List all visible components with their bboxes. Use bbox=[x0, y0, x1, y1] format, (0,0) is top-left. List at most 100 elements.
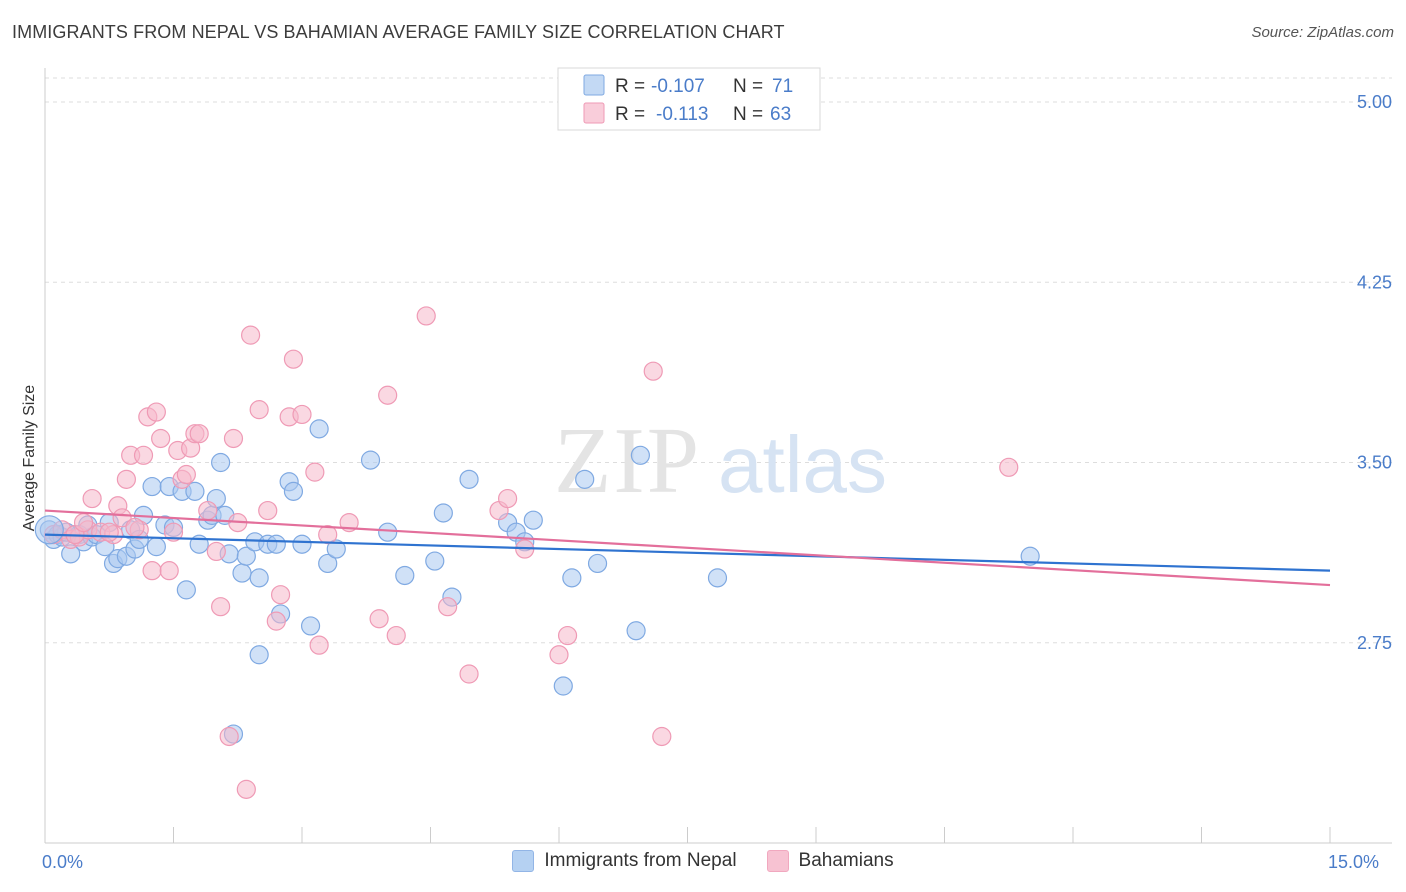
stats-legend: R = -0.107 N = 71 R = -0.113 N = 63 bbox=[557, 67, 821, 131]
data-point-nepal bbox=[142, 476, 162, 497]
y-tick-label: 5.00 bbox=[1357, 92, 1392, 112]
data-point-nepal bbox=[562, 568, 582, 588]
data-point-nepal bbox=[309, 419, 329, 439]
x-tick-label-max: 15.0% bbox=[1328, 852, 1380, 872]
source-credit: Source: ZipAtlas.com bbox=[1251, 24, 1394, 41]
y-axis-label: Average Family Size bbox=[21, 385, 38, 532]
data-point-bahamians bbox=[652, 726, 672, 747]
legend-r-value-bahamians: -0.113 bbox=[656, 104, 708, 125]
data-point-nepal bbox=[395, 565, 415, 586]
legend-swatch-bahamians bbox=[583, 102, 605, 124]
data-point-nepal bbox=[707, 568, 728, 588]
data-point-bahamians bbox=[270, 585, 291, 605]
watermark: ZIP atlas bbox=[554, 409, 887, 513]
data-point-nepal bbox=[326, 539, 346, 559]
data-point-bahamians bbox=[999, 457, 1019, 477]
data-point-bahamians bbox=[386, 625, 406, 646]
data-point-bahamians bbox=[459, 664, 479, 684]
data-point-nepal bbox=[249, 568, 269, 588]
data-point-bahamians bbox=[211, 597, 231, 617]
series-label-bahamians: Bahamians bbox=[798, 850, 894, 871]
series-legend-item-nepal: Immigrants from Nepal bbox=[512, 850, 737, 872]
data-point-bahamians bbox=[557, 625, 578, 646]
series-swatch-bahamians bbox=[766, 850, 789, 872]
series-legend: Immigrants from Nepal Bahamians bbox=[0, 850, 1406, 872]
data-point-bahamians bbox=[176, 464, 196, 485]
legend-r-label-2: R = bbox=[615, 104, 645, 125]
data-point-nepal bbox=[249, 645, 269, 665]
watermark-zip: ZIP bbox=[554, 409, 701, 513]
data-point-bahamians bbox=[498, 488, 518, 509]
legend-n-value-nepal: 71 bbox=[772, 76, 793, 97]
data-point-nepal bbox=[266, 534, 286, 554]
legend-n-label: N = bbox=[733, 76, 763, 97]
data-point-nepal bbox=[1020, 546, 1040, 566]
data-point-bahamians bbox=[643, 361, 663, 381]
data-point-nepal bbox=[630, 445, 650, 465]
chart-title: IMMIGRANTS FROM NEPAL VS BAHAMIAN AVERAG… bbox=[12, 22, 785, 42]
data-point-nepal bbox=[292, 534, 312, 554]
y-tick-label: 3.50 bbox=[1357, 453, 1392, 473]
data-point-bahamians bbox=[219, 726, 239, 747]
data-point-bahamians bbox=[283, 349, 304, 369]
data-point-nepal bbox=[553, 676, 573, 696]
data-point-nepal bbox=[300, 616, 321, 636]
data-point-bahamians bbox=[82, 488, 102, 509]
y-tick-labels: 2.75 3.50 4.25 5.00 bbox=[1357, 92, 1392, 653]
data-point-nepal bbox=[236, 546, 256, 566]
data-point-bahamians bbox=[305, 462, 325, 482]
trend-lines bbox=[44, 509, 1331, 587]
data-point-nepal bbox=[523, 510, 543, 530]
data-point-bahamians bbox=[116, 469, 136, 489]
data-point-bahamians bbox=[416, 306, 436, 326]
data-point-nepal bbox=[176, 580, 196, 600]
data-point-bahamians bbox=[142, 561, 162, 581]
series-swatch-nepal bbox=[512, 850, 535, 872]
watermark-atlas: atlas bbox=[718, 420, 887, 509]
data-point-nepal bbox=[34, 515, 64, 545]
data-point-bahamians bbox=[159, 561, 179, 581]
series-legend-item-bahamians: Bahamians bbox=[766, 850, 894, 872]
data-point-nepal bbox=[433, 503, 453, 523]
data-point-bahamians bbox=[223, 428, 244, 449]
data-point-bahamians bbox=[309, 635, 329, 655]
data-point-bahamians bbox=[378, 385, 398, 405]
y-tick-label: 2.75 bbox=[1357, 633, 1392, 653]
data-point-bahamians bbox=[125, 517, 145, 538]
axes bbox=[44, 68, 1392, 844]
legend-r-value-nepal: -0.107 bbox=[651, 76, 705, 97]
x-tick-label-min: 0.0% bbox=[42, 852, 84, 872]
data-point-bahamians bbox=[236, 779, 256, 799]
series-label-nepal: Immigrants from Nepal bbox=[544, 850, 737, 871]
data-point-nepal bbox=[575, 469, 595, 489]
data-point-bahamians bbox=[258, 500, 278, 521]
legend-r-label: R = bbox=[615, 76, 645, 97]
data-point-nepal bbox=[211, 452, 231, 473]
data-point-bahamians bbox=[369, 609, 389, 629]
data-point-bahamians bbox=[189, 424, 209, 444]
legend-n-label-2: N = bbox=[733, 104, 763, 125]
data-point-bahamians bbox=[198, 500, 218, 521]
data-point-bahamians bbox=[133, 445, 154, 465]
data-point-bahamians bbox=[99, 522, 119, 542]
data-point-nepal bbox=[587, 553, 608, 574]
data-points bbox=[34, 306, 1040, 799]
data-point-nepal bbox=[318, 553, 338, 574]
data-point-bahamians bbox=[151, 428, 171, 449]
data-point-bahamians bbox=[249, 400, 269, 420]
data-point-bahamians bbox=[73, 512, 94, 533]
data-point-nepal bbox=[185, 481, 205, 501]
data-point-bahamians bbox=[241, 325, 261, 345]
data-point-bahamians bbox=[292, 404, 312, 425]
legend-n-value-bahamians: 63 bbox=[770, 104, 791, 125]
y-tick-label: 4.25 bbox=[1357, 272, 1392, 292]
data-point-nepal bbox=[425, 551, 445, 571]
data-point-nepal bbox=[360, 450, 381, 470]
data-point-bahamians bbox=[206, 541, 226, 562]
data-point-nepal bbox=[232, 563, 252, 583]
trend-line-bahamians bbox=[44, 509, 1331, 587]
legend-swatch-nepal bbox=[583, 74, 605, 96]
trend-line-nepal bbox=[44, 533, 1331, 572]
data-point-bahamians bbox=[438, 597, 458, 617]
